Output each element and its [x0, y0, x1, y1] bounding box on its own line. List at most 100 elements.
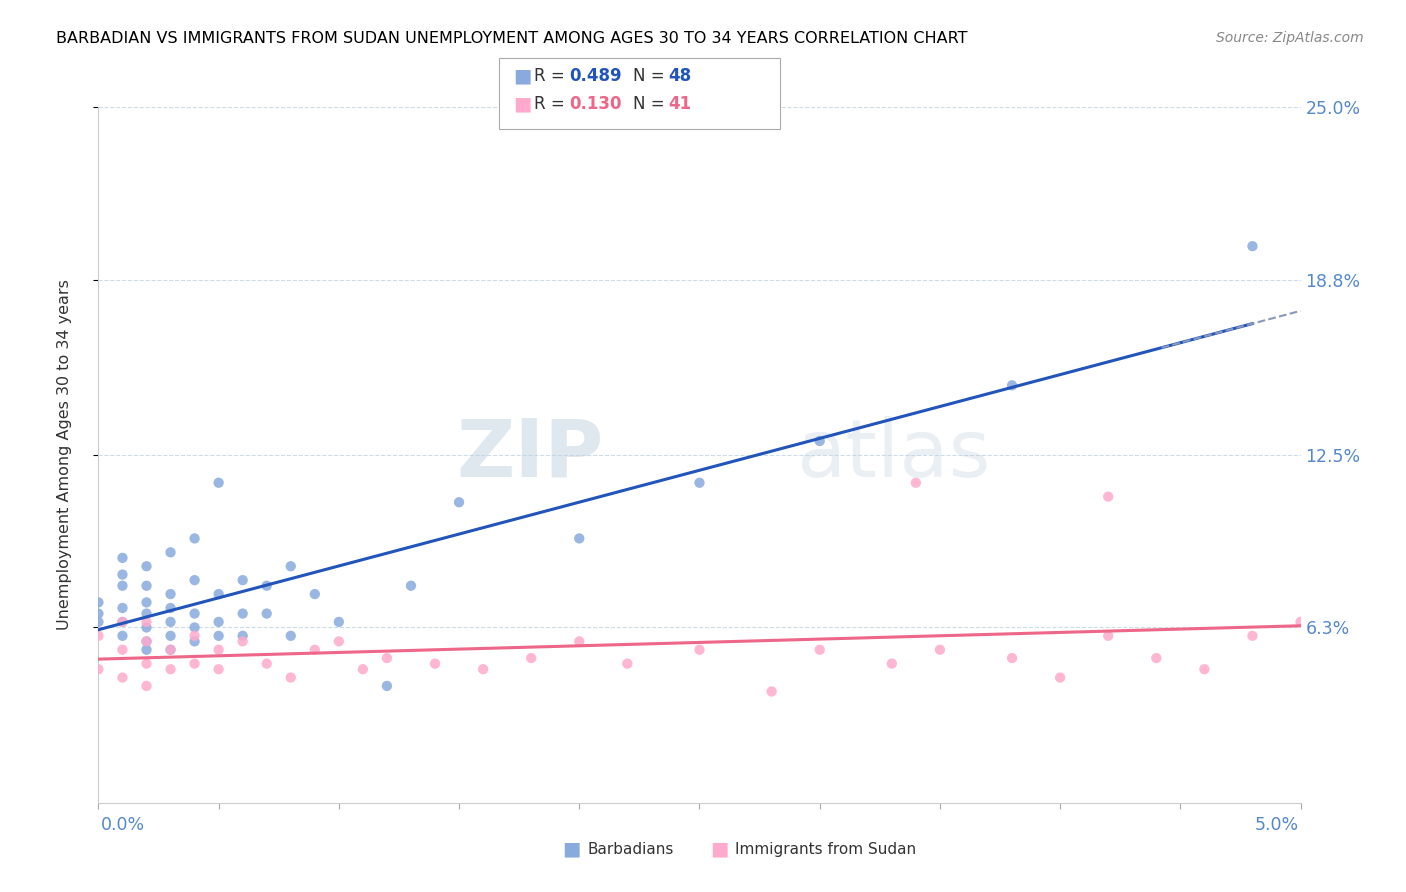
Point	[135, 620, 157, 634]
Point	[111, 579, 134, 593]
Point	[208, 629, 231, 643]
Text: atlas: atlas	[796, 416, 990, 494]
Text: Source: ZipAtlas.com: Source: ZipAtlas.com	[1216, 31, 1364, 45]
Point	[304, 587, 326, 601]
Point	[232, 629, 254, 643]
Text: 0.0%: 0.0%	[101, 816, 145, 834]
Text: 5.0%: 5.0%	[1256, 816, 1299, 834]
Point	[159, 662, 181, 676]
Point	[159, 601, 181, 615]
Text: ZIP: ZIP	[456, 416, 603, 494]
Point	[135, 657, 157, 671]
Text: N =: N =	[633, 67, 669, 85]
Point	[208, 662, 231, 676]
Text: ■: ■	[513, 95, 531, 114]
Point	[183, 657, 205, 671]
Point	[280, 559, 302, 574]
Point	[135, 579, 157, 593]
Point	[111, 550, 134, 565]
Point	[1049, 671, 1071, 685]
Point	[111, 629, 134, 643]
Point	[1241, 239, 1264, 253]
Point	[520, 651, 543, 665]
Text: ■: ■	[513, 66, 531, 86]
Point	[280, 671, 302, 685]
Point	[135, 559, 157, 574]
Point	[1194, 662, 1216, 676]
Point	[135, 634, 157, 648]
Point	[183, 634, 205, 648]
Text: 41: 41	[668, 95, 690, 113]
Point	[399, 579, 422, 593]
Point	[232, 634, 254, 648]
Point	[689, 642, 711, 657]
Point	[183, 607, 205, 621]
Text: R =: R =	[534, 95, 571, 113]
Point	[111, 567, 134, 582]
Point	[1097, 490, 1119, 504]
Point	[87, 615, 110, 629]
Point	[111, 671, 134, 685]
Point	[616, 657, 638, 671]
Point	[808, 642, 831, 657]
Text: R =: R =	[534, 67, 571, 85]
Point	[232, 607, 254, 621]
Point	[135, 642, 157, 657]
Point	[256, 607, 278, 621]
Point	[689, 475, 711, 490]
Point	[1097, 629, 1119, 643]
Point	[1289, 615, 1312, 629]
Text: N =: N =	[633, 95, 669, 113]
Point	[159, 545, 181, 559]
Text: ■: ■	[562, 839, 581, 859]
Point	[904, 475, 927, 490]
Text: 0.489: 0.489	[569, 67, 621, 85]
Point	[328, 615, 350, 629]
Point	[328, 634, 350, 648]
Point	[761, 684, 783, 698]
Point	[135, 607, 157, 621]
Point	[808, 434, 831, 448]
Point	[280, 629, 302, 643]
Point	[447, 495, 470, 509]
Point	[1144, 651, 1167, 665]
Point	[183, 573, 205, 587]
Y-axis label: Unemployment Among Ages 30 to 34 years: Unemployment Among Ages 30 to 34 years	[58, 279, 72, 631]
Point	[135, 595, 157, 609]
Point	[208, 475, 231, 490]
Point	[208, 587, 231, 601]
Point	[111, 601, 134, 615]
Point	[1241, 629, 1264, 643]
Text: Immigrants from Sudan: Immigrants from Sudan	[735, 842, 917, 856]
Point	[256, 579, 278, 593]
Point	[352, 662, 374, 676]
Point	[423, 657, 446, 671]
Text: BARBADIAN VS IMMIGRANTS FROM SUDAN UNEMPLOYMENT AMONG AGES 30 TO 34 YEARS CORREL: BARBADIAN VS IMMIGRANTS FROM SUDAN UNEMP…	[56, 31, 967, 46]
Point	[568, 634, 591, 648]
Point	[304, 642, 326, 657]
Point	[159, 629, 181, 643]
Point	[159, 642, 181, 657]
Point	[135, 679, 157, 693]
Point	[87, 629, 110, 643]
Point	[183, 629, 205, 643]
Point	[87, 607, 110, 621]
Point	[568, 532, 591, 546]
Point	[159, 615, 181, 629]
Point	[208, 615, 231, 629]
Text: ■: ■	[710, 839, 728, 859]
Point	[183, 532, 205, 546]
Point	[87, 595, 110, 609]
Point	[111, 615, 134, 629]
Text: 0.130: 0.130	[569, 95, 621, 113]
Point	[1001, 651, 1024, 665]
Point	[159, 587, 181, 601]
Point	[929, 642, 952, 657]
Text: Barbadians: Barbadians	[588, 842, 673, 856]
Point	[87, 662, 110, 676]
Point	[111, 642, 134, 657]
Point	[375, 651, 398, 665]
Point	[880, 657, 903, 671]
Point	[1001, 378, 1024, 392]
Point	[208, 642, 231, 657]
